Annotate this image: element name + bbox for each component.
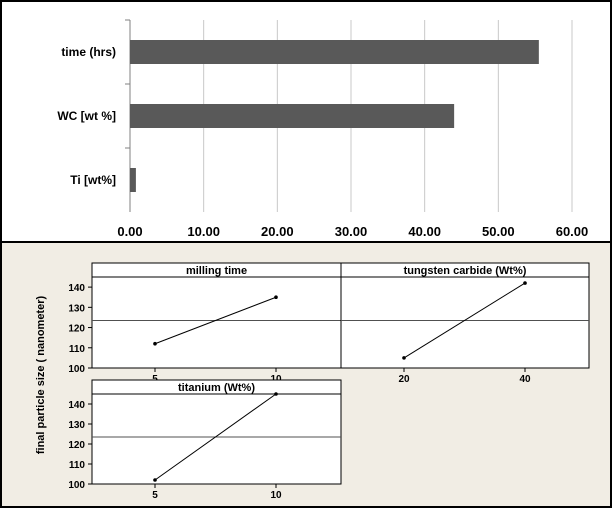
x-tick-label: 50.00 <box>482 224 515 239</box>
x-tick-label: 10.00 <box>187 224 220 239</box>
y-tick-label: 110 <box>69 344 86 355</box>
y-tick-label: 120 <box>68 324 85 335</box>
y-tick-label: 140 <box>68 283 85 294</box>
main-effects-chart: milling time 100 110 120 130 140 5 10 tungsten c… <box>35 262 590 501</box>
panel-title: titanium (Wt%) <box>178 382 255 394</box>
data-point <box>274 392 278 396</box>
y-tick-label: 110 <box>69 460 86 471</box>
y-tick-label: 100 <box>68 364 85 375</box>
category-label: WC [wt %] <box>57 109 116 123</box>
x-tick-label: 30.00 <box>335 224 368 239</box>
panel-frame <box>91 379 342 485</box>
y-tick-label: 120 <box>68 440 85 451</box>
effect-line <box>154 393 277 481</box>
category-label: Ti [wt%] <box>70 173 116 187</box>
y-axis-label: final particle size ( nanometer) <box>35 296 47 455</box>
panel-frame <box>340 262 590 369</box>
bar <box>130 40 539 64</box>
x-tick-label: 40 <box>519 374 531 385</box>
y-tick-label: 130 <box>68 303 85 314</box>
x-tick-label: 5 <box>152 490 158 501</box>
data-point <box>523 281 527 285</box>
panel-frame <box>91 262 342 369</box>
x-tick-label: 10 <box>270 490 282 501</box>
panel-title: milling time <box>186 265 247 277</box>
y-tick-label: 140 <box>68 400 85 411</box>
x-tick-label: 20 <box>398 374 410 385</box>
y-tick-label: 130 <box>68 420 85 431</box>
data-point <box>274 295 278 300</box>
data-point <box>153 478 157 482</box>
x-tick-label: 60.00 <box>556 224 589 239</box>
category-label: time (hrs) <box>61 45 116 59</box>
effect-line <box>154 296 277 345</box>
data-point <box>402 356 406 360</box>
data-point <box>153 341 157 346</box>
bar <box>130 168 136 192</box>
bar <box>130 104 455 128</box>
panel-title: tungsten carbide (Wt%) <box>404 265 527 277</box>
effect-line <box>403 282 526 359</box>
x-tick-label: 20.00 <box>261 224 294 239</box>
x-tick-label: 40.00 <box>408 224 441 239</box>
y-tick-label: 100 <box>68 480 85 491</box>
bar-chart: 0.00 10.00 20.00 30.00 40.00 50.00 60.00 time (… <box>57 19 589 239</box>
x-tick-label: 0.00 <box>117 224 142 239</box>
